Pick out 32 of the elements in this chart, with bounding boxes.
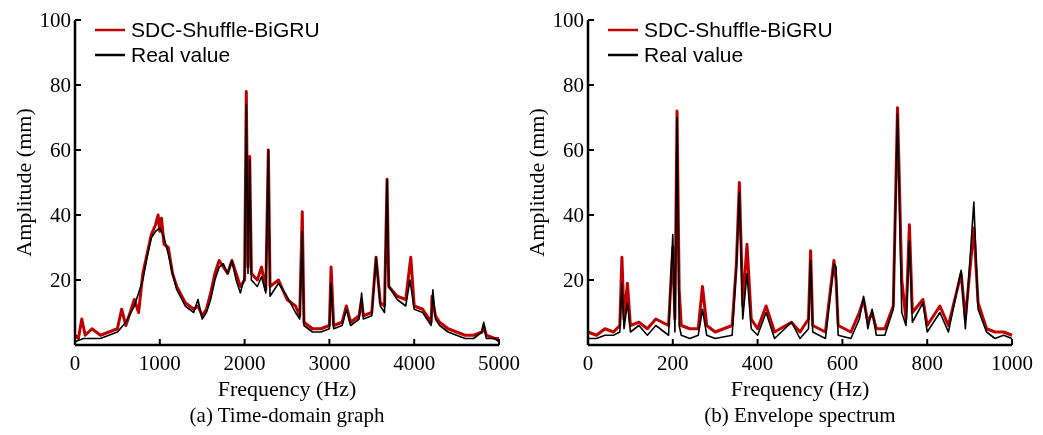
x-tick-label: 2000	[223, 351, 266, 375]
y-tick-label: 40	[50, 203, 71, 228]
legend-label: Real value	[131, 43, 231, 67]
legend-label: SDC-Shuffle-BiGRU	[131, 18, 320, 42]
x-tick-label: 1000	[138, 351, 181, 375]
x-axis-title: Frequency (Hz)	[217, 376, 357, 401]
y-axis-title: Amplitude (mm)	[524, 108, 549, 257]
legend-label: SDC-Shuffle-BiGRU	[644, 18, 833, 42]
x-tick-label: 0	[69, 351, 81, 375]
x-tick-label: 400	[741, 351, 774, 375]
x-tick-label: 200	[657, 351, 689, 375]
y-tick-label: 60	[50, 138, 71, 163]
y-tick-label: 80	[50, 73, 71, 98]
y-tick-label: 100	[39, 8, 71, 33]
x-tick-label: 5000	[478, 351, 520, 375]
x-tick-label: 1000	[991, 351, 1033, 375]
y-tick-label: 80	[563, 73, 584, 98]
legend-label: Real value	[644, 43, 744, 67]
x-tick-label: 800	[911, 351, 943, 375]
y-tick-label: 20	[563, 268, 584, 293]
y-tick-label: 20	[50, 268, 71, 293]
y-tick-label: 100	[552, 8, 584, 33]
y-axis-title: Amplitude (mm)	[11, 108, 36, 257]
x-axis-title: Frequency (Hz)	[730, 376, 870, 401]
text: (a) Time-domain graph	[189, 403, 385, 427]
x-tick-label: 600	[826, 351, 859, 375]
x-tick-label: 0	[582, 351, 594, 375]
x-tick-label: 4000	[393, 351, 436, 375]
y-tick-label: 60	[563, 138, 584, 163]
text: (b) Envelope spectrum	[704, 403, 896, 427]
x-tick-label: 3000	[308, 351, 351, 375]
y-tick-label: 40	[563, 203, 584, 228]
